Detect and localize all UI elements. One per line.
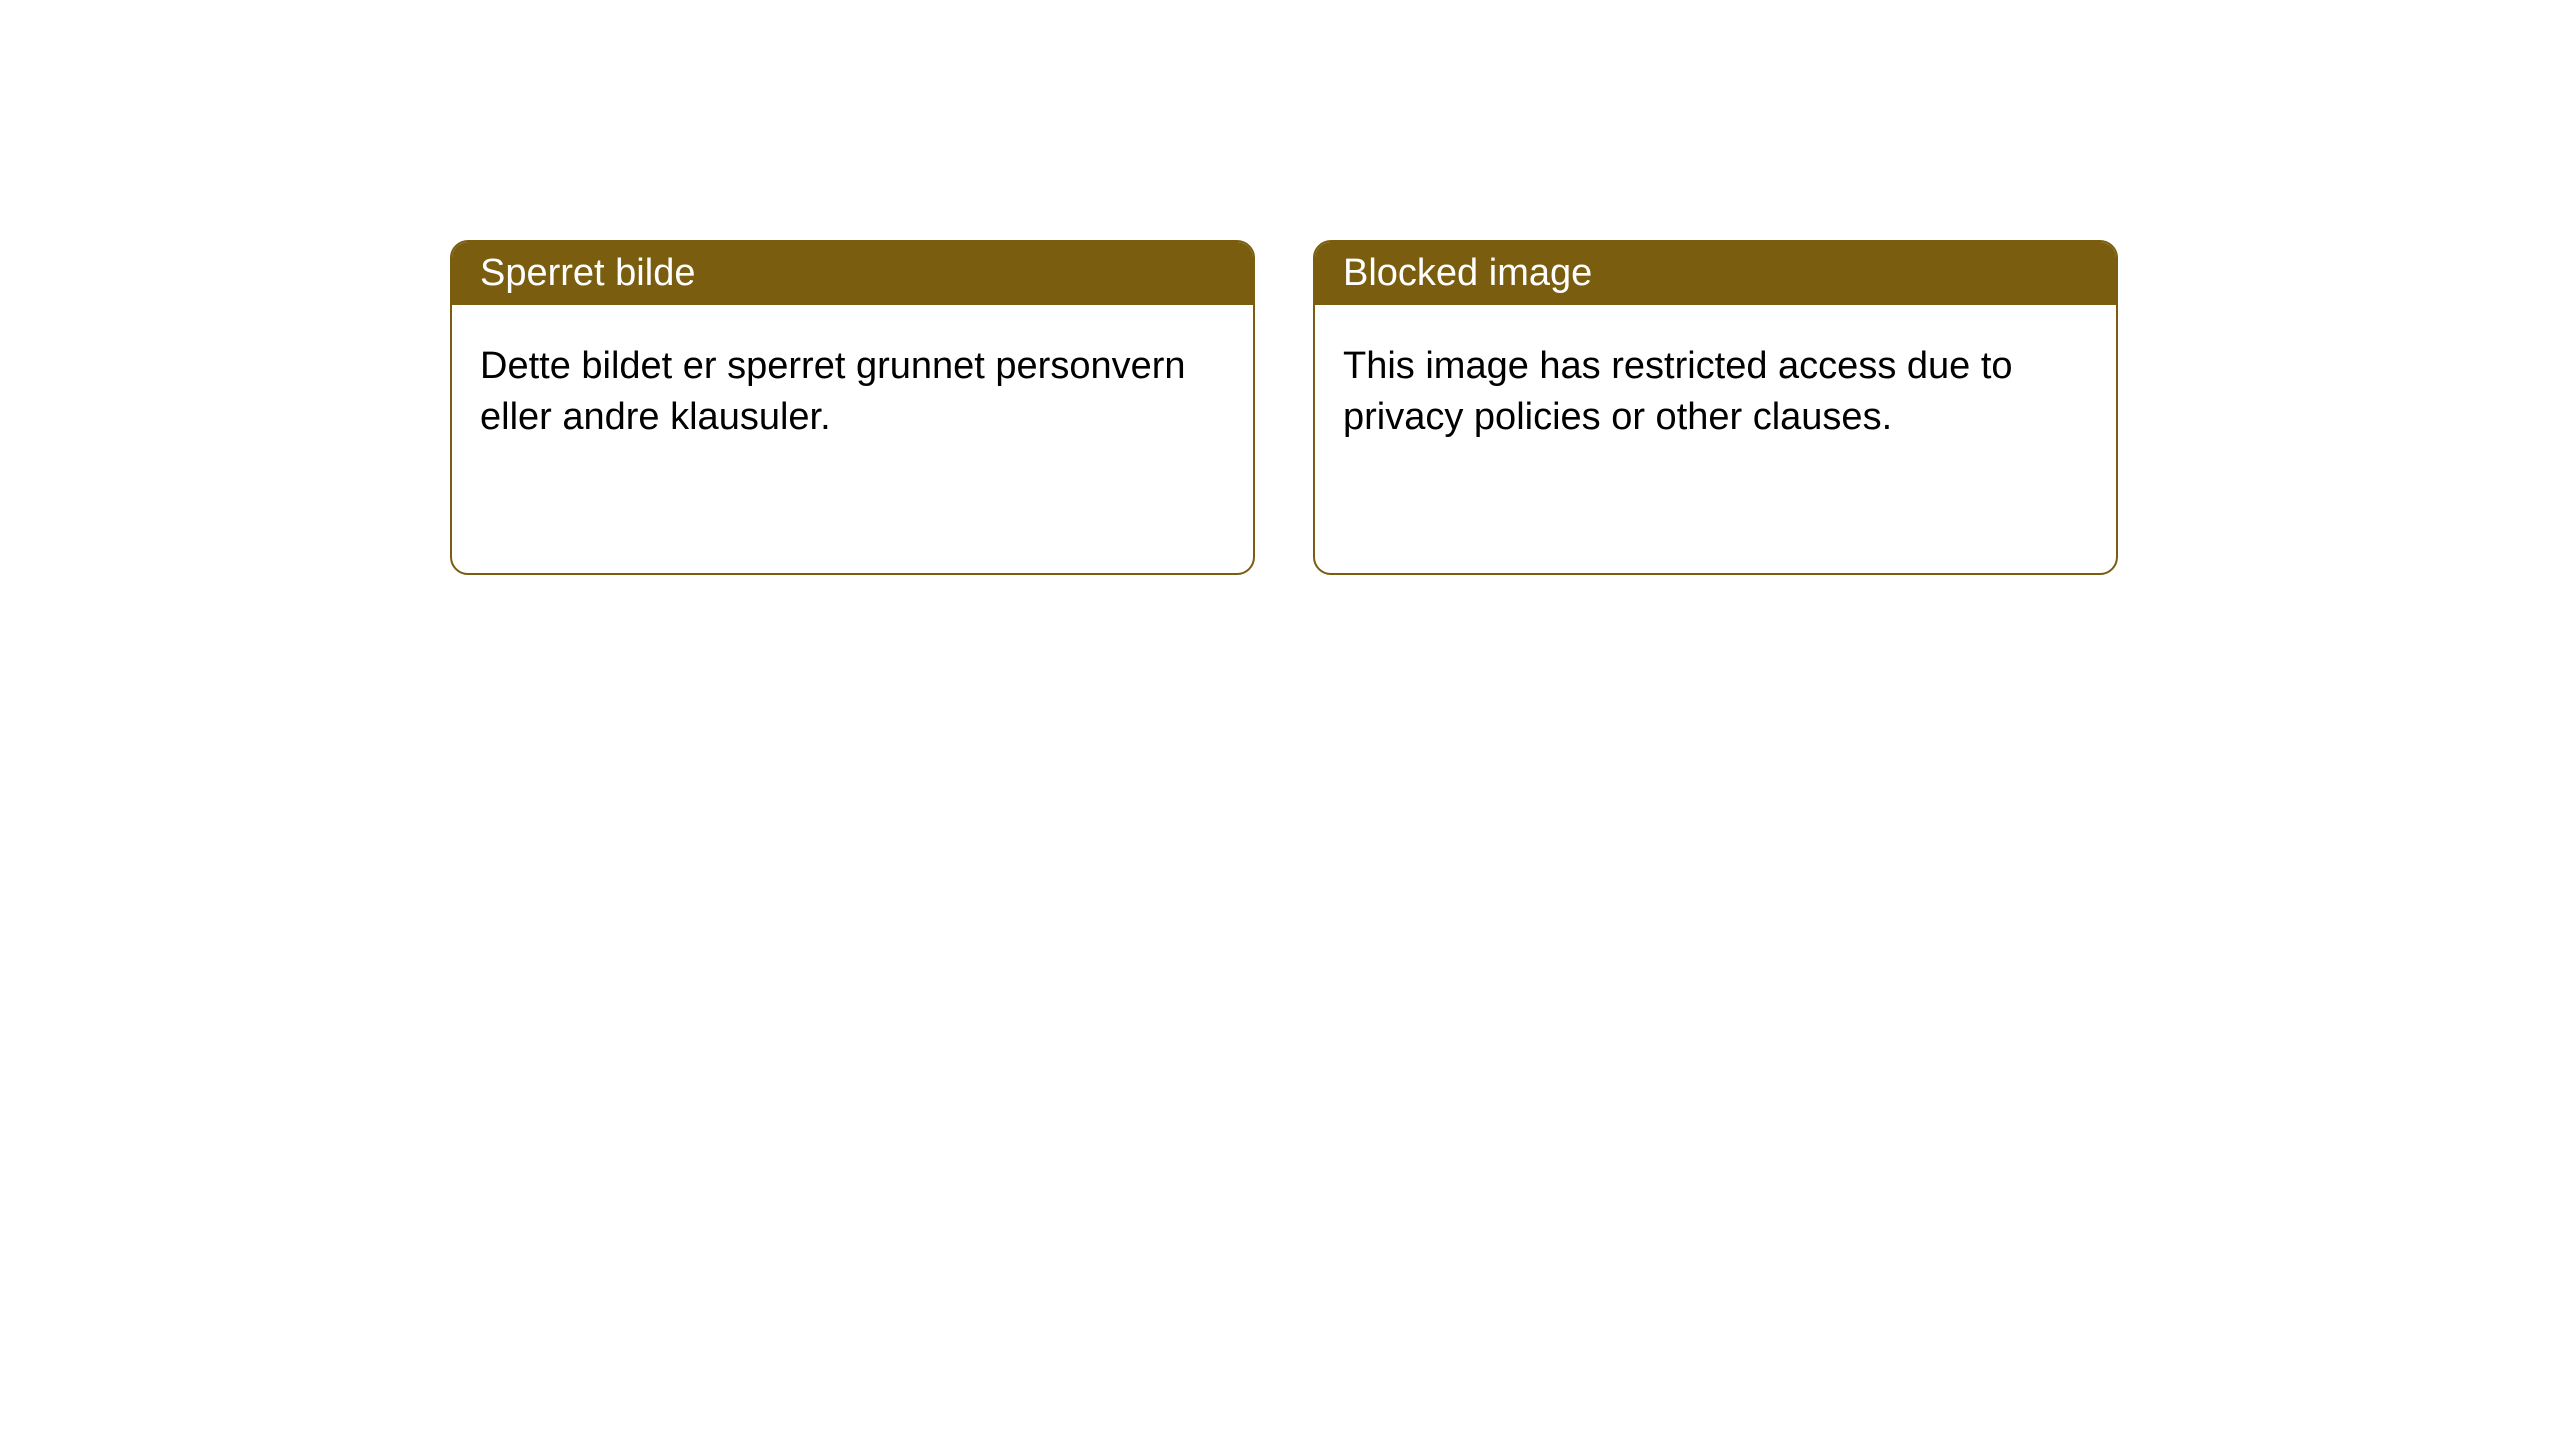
notice-text-norwegian: Dette bildet er sperret grunnet personve…: [480, 345, 1186, 438]
notice-body-english: This image has restricted access due to …: [1315, 305, 2116, 480]
notice-box-english: Blocked image This image has restricted …: [1313, 240, 2118, 575]
notice-header-english: Blocked image: [1315, 242, 2116, 305]
notice-title-norwegian: Sperret bilde: [480, 252, 695, 294]
notice-header-norwegian: Sperret bilde: [452, 242, 1253, 305]
notice-container: Sperret bilde Dette bildet er sperret gr…: [0, 0, 2560, 575]
notice-body-norwegian: Dette bildet er sperret grunnet personve…: [452, 305, 1253, 480]
notice-text-english: This image has restricted access due to …: [1343, 345, 2013, 438]
notice-box-norwegian: Sperret bilde Dette bildet er sperret gr…: [450, 240, 1255, 575]
notice-title-english: Blocked image: [1343, 252, 1592, 294]
